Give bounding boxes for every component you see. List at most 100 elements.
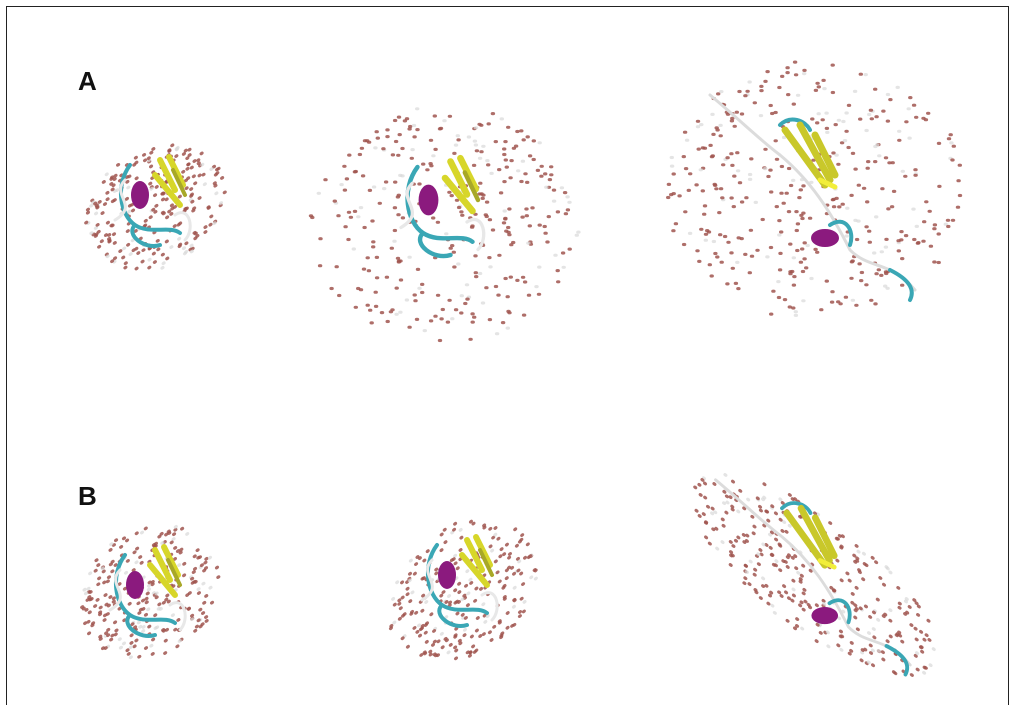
water-molecule (821, 118, 825, 121)
water-molecule (371, 240, 375, 243)
water-molecule (548, 178, 552, 181)
water-molecule (538, 141, 542, 144)
water-molecule (374, 291, 378, 294)
water-molecule (556, 280, 560, 283)
water-molecule (368, 309, 372, 312)
water-molecule (841, 120, 845, 123)
water-molecule (860, 271, 864, 274)
water-molecule (911, 208, 915, 211)
water-molecule (715, 128, 719, 131)
water-molecule (932, 260, 936, 263)
water-molecule (950, 158, 954, 161)
water-molecule (866, 167, 870, 170)
water-molecule (796, 222, 800, 225)
water-molecule (473, 254, 477, 257)
water-molecule (472, 164, 476, 167)
water-molecule (731, 267, 735, 270)
water-molecule (912, 238, 916, 241)
water-molecule (367, 269, 371, 272)
water-molecule (672, 192, 676, 195)
water-molecule (515, 130, 519, 133)
water-molecule (802, 69, 806, 72)
water-molecule (790, 270, 794, 273)
water-molecule (932, 227, 936, 230)
water-molecule (843, 139, 847, 142)
water-molecule (808, 217, 812, 220)
water-molecule (769, 104, 773, 107)
water-molecule (900, 284, 904, 287)
water-molecule (958, 164, 962, 167)
water-molecule (740, 112, 744, 115)
water-molecule (897, 130, 901, 133)
water-molecule (356, 215, 360, 218)
water-molecule (452, 251, 456, 254)
water-molecule (708, 263, 712, 266)
water-molecule (508, 176, 512, 179)
water-molecule (544, 186, 548, 189)
water-molecule (791, 306, 795, 309)
water-molecule (769, 246, 773, 249)
water-molecule (763, 80, 767, 83)
water-molecule (817, 85, 821, 88)
water-molecule (743, 253, 747, 256)
water-molecule (343, 225, 347, 228)
water-molecule (407, 127, 411, 130)
water-molecule (376, 137, 380, 140)
water-molecule (928, 210, 932, 213)
water-molecule (800, 217, 804, 220)
water-molecule (892, 190, 896, 193)
water-molecule (417, 182, 421, 185)
water-molecule (720, 196, 724, 199)
water-molecule (397, 116, 401, 119)
water-molecule (487, 256, 491, 259)
water-molecule (765, 70, 769, 73)
water-molecule (697, 260, 701, 263)
water-molecule (433, 315, 437, 318)
water-molecule (522, 138, 526, 141)
water-molecule (841, 203, 845, 206)
water-molecule (485, 215, 489, 218)
water-molecule (454, 308, 458, 311)
page: A B (() => { const data = JSON.parse(doc… (0, 0, 1015, 705)
water-molecule (354, 170, 358, 173)
water-molecule (481, 194, 485, 197)
water-molecule (924, 118, 928, 121)
water-molecule (729, 152, 733, 155)
water-molecule (779, 192, 783, 195)
water-molecule (524, 207, 528, 210)
water-molecule (687, 189, 691, 192)
water-molecule (384, 180, 388, 183)
water-molecule (494, 140, 498, 143)
water-molecule (318, 264, 322, 267)
water-molecule (521, 276, 525, 279)
water-molecule (526, 242, 530, 245)
water-molecule (436, 294, 440, 297)
water-molecule (763, 167, 767, 170)
water-molecule (560, 186, 564, 189)
water-molecule (711, 133, 715, 136)
water-molecule (496, 294, 500, 297)
water-molecule (429, 139, 433, 142)
water-molecule (685, 139, 689, 142)
water-molecule (886, 93, 890, 96)
water-molecule (309, 214, 313, 217)
water-molecule (481, 145, 485, 148)
water-molecule (497, 254, 501, 257)
water-molecule (393, 229, 397, 232)
water-molecule (393, 206, 397, 209)
water-molecule (425, 168, 429, 171)
water-molecule (778, 252, 782, 255)
water-molecule (438, 339, 442, 342)
water-molecule (515, 279, 519, 282)
water-molecule (864, 225, 868, 228)
water-molecule (568, 248, 572, 251)
water-molecule (506, 226, 510, 229)
water-molecule (926, 112, 930, 115)
water-molecule (696, 120, 700, 123)
water-molecule (481, 197, 485, 200)
water-molecule (345, 177, 349, 180)
water-molecule (342, 165, 346, 168)
helix (419, 185, 439, 216)
water-molecule (507, 233, 511, 236)
water-molecule (832, 205, 836, 208)
